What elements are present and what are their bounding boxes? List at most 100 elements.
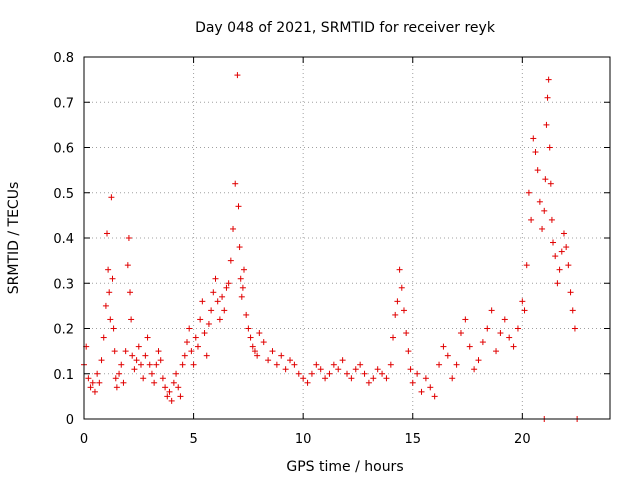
data-point bbox=[530, 135, 537, 142]
x-axis-ticks: 0 5 10 15 20 bbox=[80, 57, 531, 447]
data-point bbox=[142, 352, 149, 359]
data-point bbox=[544, 94, 551, 101]
data-point bbox=[335, 366, 342, 373]
data-point bbox=[457, 330, 464, 337]
data-point bbox=[484, 325, 491, 332]
data-point bbox=[365, 379, 372, 386]
x-tick-label: 15 bbox=[404, 432, 421, 447]
data-point bbox=[251, 348, 258, 355]
y-tick-label: 0.6 bbox=[53, 142, 74, 157]
data-point bbox=[414, 370, 421, 377]
data-point bbox=[225, 280, 232, 287]
data-point bbox=[488, 307, 495, 314]
data-point bbox=[137, 361, 144, 368]
data-point bbox=[201, 330, 208, 337]
data-point bbox=[400, 307, 407, 314]
data-point bbox=[254, 352, 261, 359]
data-point bbox=[210, 289, 217, 296]
data-point bbox=[407, 366, 414, 373]
data-point bbox=[383, 375, 390, 382]
data-point bbox=[129, 352, 136, 359]
data-point bbox=[558, 248, 565, 255]
data-point bbox=[234, 72, 241, 79]
data-point bbox=[394, 298, 401, 305]
data-point bbox=[330, 361, 337, 368]
data-point bbox=[387, 361, 394, 368]
data-point bbox=[536, 198, 543, 205]
data-point bbox=[135, 343, 142, 350]
data-point bbox=[113, 384, 120, 391]
data-point bbox=[177, 393, 184, 400]
chart-title: Day 048 of 2021, SRMTID for receiver rey… bbox=[195, 20, 496, 36]
data-point bbox=[166, 388, 173, 395]
data-point bbox=[181, 352, 188, 359]
data-point bbox=[155, 348, 162, 355]
data-point bbox=[295, 370, 302, 377]
data-point bbox=[216, 316, 223, 323]
data-point bbox=[313, 361, 320, 368]
data-point bbox=[128, 316, 135, 323]
data-point bbox=[543, 121, 550, 128]
data-point bbox=[188, 348, 195, 355]
data-point bbox=[87, 384, 94, 391]
data-point bbox=[236, 244, 243, 251]
data-point bbox=[173, 370, 180, 377]
data-point bbox=[497, 330, 504, 337]
data-point bbox=[148, 370, 155, 377]
data-point bbox=[567, 289, 574, 296]
data-point bbox=[510, 343, 517, 350]
data-point bbox=[304, 379, 311, 386]
data-point bbox=[273, 361, 280, 368]
data-point bbox=[348, 375, 355, 382]
data-point bbox=[105, 266, 112, 273]
data-point bbox=[162, 384, 169, 391]
data-point bbox=[546, 144, 553, 151]
y-axis-ticks: 0 0.1 0.2 0.3 0.4 0.5 0.6 0.7 0.8 bbox=[53, 51, 610, 428]
y-tick-label: 0 bbox=[66, 413, 74, 428]
data-point bbox=[479, 339, 486, 346]
data-point bbox=[247, 334, 254, 341]
data-point bbox=[291, 361, 298, 368]
data-point bbox=[108, 194, 115, 201]
data-point bbox=[282, 366, 289, 373]
data-point bbox=[519, 298, 526, 305]
data-point bbox=[104, 230, 111, 237]
data-point bbox=[106, 289, 113, 296]
data-point bbox=[85, 375, 92, 382]
data-point bbox=[554, 280, 561, 287]
grid-lines bbox=[84, 57, 610, 419]
data-point bbox=[249, 343, 256, 350]
data-point bbox=[199, 298, 206, 305]
data-point bbox=[287, 357, 294, 364]
data-point bbox=[405, 348, 412, 355]
data-point bbox=[370, 375, 377, 382]
data-point bbox=[541, 207, 548, 214]
data-point bbox=[462, 316, 469, 323]
data-point bbox=[98, 357, 105, 364]
y-tick-label: 0.7 bbox=[53, 96, 74, 111]
data-point bbox=[245, 325, 252, 332]
data-point bbox=[192, 334, 199, 341]
data-point bbox=[396, 266, 403, 273]
data-point bbox=[260, 339, 267, 346]
x-tick-label: 5 bbox=[189, 432, 197, 447]
data-point bbox=[521, 307, 528, 314]
data-point bbox=[239, 284, 246, 291]
y-tick-label: 0.4 bbox=[53, 232, 74, 247]
y-tick-label: 0.3 bbox=[53, 277, 74, 292]
data-points bbox=[81, 72, 581, 422]
data-point bbox=[100, 334, 107, 341]
data-point bbox=[227, 257, 234, 264]
data-point bbox=[547, 180, 554, 187]
data-point bbox=[550, 239, 557, 246]
data-point bbox=[278, 352, 285, 359]
data-point bbox=[269, 348, 276, 355]
data-point bbox=[243, 311, 250, 318]
data-point bbox=[563, 244, 570, 251]
data-point bbox=[300, 375, 307, 382]
x-tick-label: 10 bbox=[295, 432, 312, 447]
data-point bbox=[205, 320, 212, 327]
data-point bbox=[398, 284, 405, 291]
data-point bbox=[444, 352, 451, 359]
